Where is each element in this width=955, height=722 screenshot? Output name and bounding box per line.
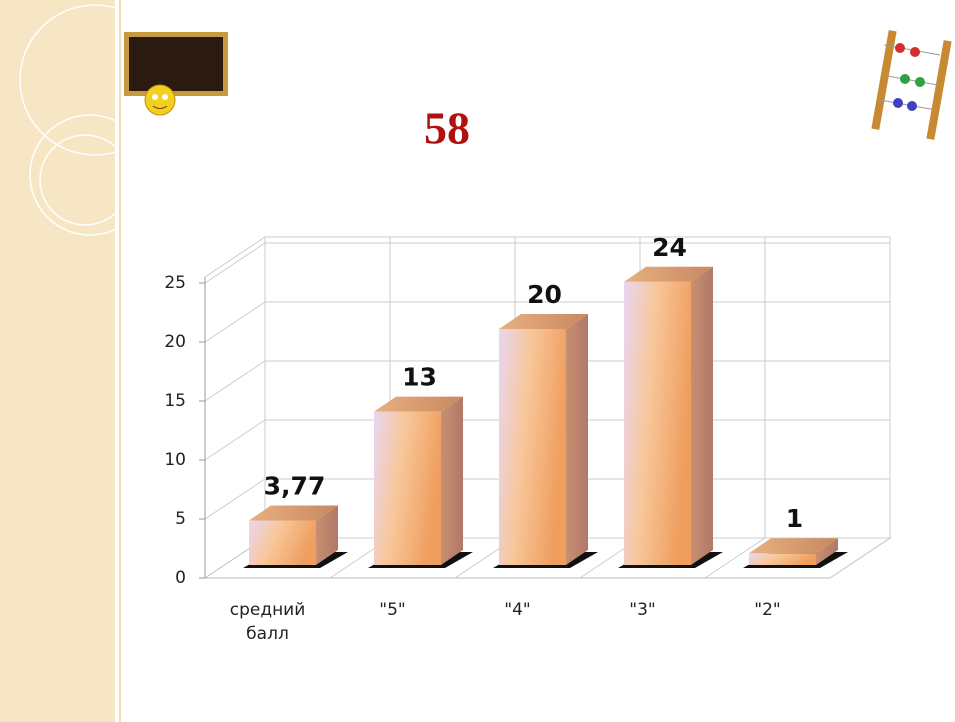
bar-side [566, 314, 588, 565]
abacus-icon [871, 30, 951, 140]
x-tick-label: средний балл [228, 598, 308, 646]
x-tick-label: "2" [713, 598, 823, 622]
side-stripe [0, 0, 115, 722]
value-label: 3,77 [264, 472, 326, 501]
bar-front [374, 412, 441, 565]
bar-side [691, 267, 713, 565]
value-label: 20 [527, 280, 562, 309]
slide: 58 05101520253,771320241 (() => { const … [0, 0, 955, 722]
x-tick-label: "3" [588, 598, 698, 622]
bar-front [499, 329, 566, 565]
y-tick-label: 20 [164, 332, 186, 352]
bar [493, 314, 598, 568]
value-label: 1 [786, 504, 803, 533]
bar [243, 506, 348, 568]
value-label: 24 [652, 233, 687, 262]
y-tick-label: 25 [164, 273, 186, 293]
bar-front [749, 553, 816, 565]
value-label: 13 [402, 363, 437, 392]
x-tick-label: "5" [338, 598, 448, 622]
blackboard-icon [124, 32, 228, 115]
bar-side [441, 397, 463, 565]
bar-front [249, 521, 316, 565]
y-tick-label: 15 [164, 391, 186, 411]
y-tick-label: 0 [175, 568, 186, 588]
x-tick-label: "4" [463, 598, 573, 622]
y-tick-label: 5 [175, 509, 186, 529]
bar [618, 267, 723, 568]
y-tick-label: 10 [164, 450, 186, 470]
bar [368, 397, 473, 568]
bar-front [624, 282, 691, 565]
chart-title: 58 [424, 103, 470, 154]
